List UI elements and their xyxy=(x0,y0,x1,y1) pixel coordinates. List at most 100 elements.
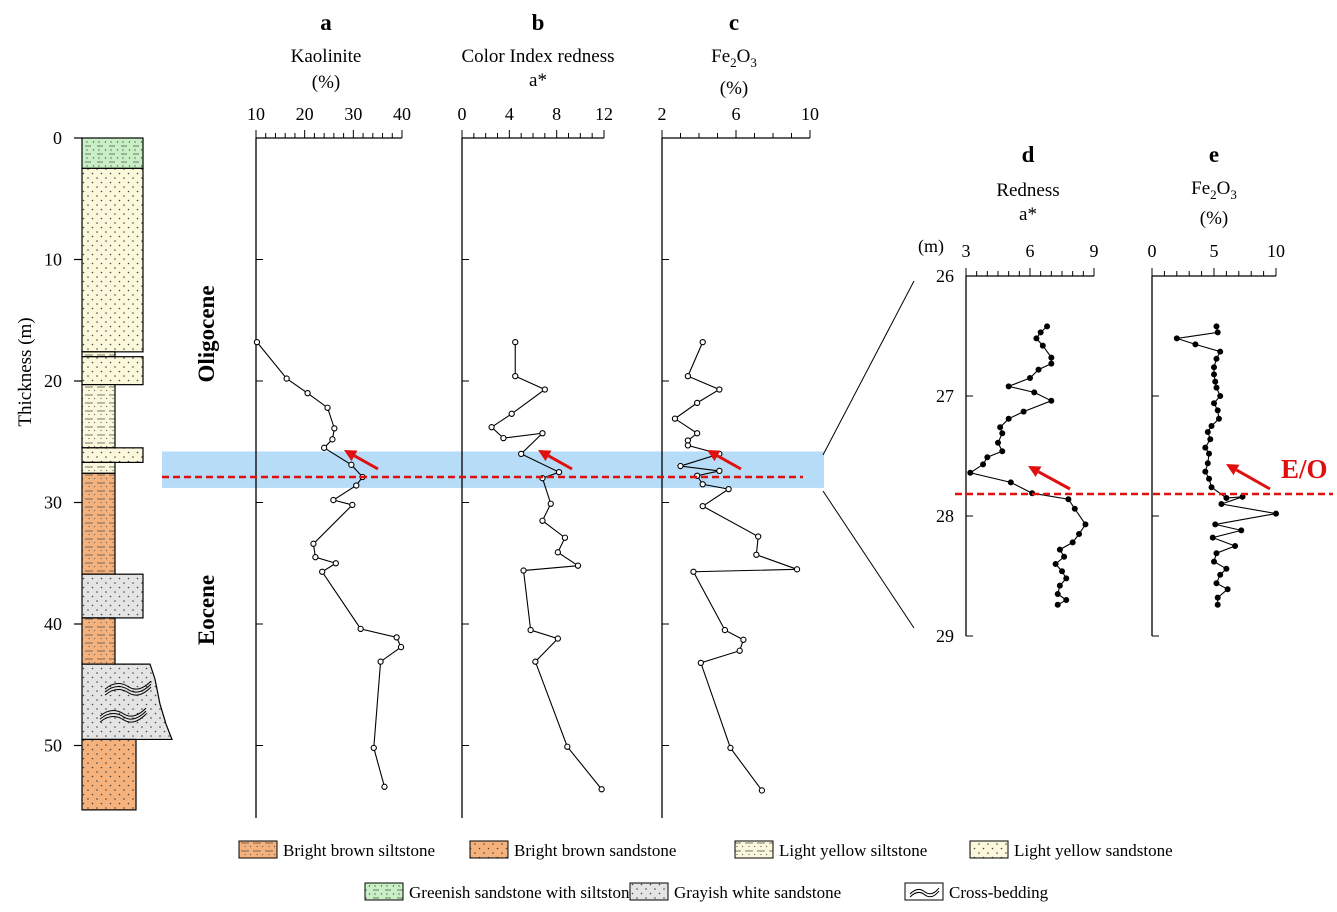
e-point xyxy=(1213,550,1220,557)
zoom-depth-unit: (m) xyxy=(918,236,944,257)
e-point xyxy=(1208,422,1215,429)
lithology-unit-11 xyxy=(81,738,137,811)
d-point xyxy=(1054,591,1061,598)
c-x-tick-label-6: 6 xyxy=(732,104,741,124)
arrow-panel-b xyxy=(538,450,573,471)
b-point xyxy=(547,500,554,507)
c-point xyxy=(677,462,684,470)
legend-swatch-5 xyxy=(629,882,669,901)
e-point xyxy=(1202,444,1209,451)
e-x-tick-label-5: 5 xyxy=(1210,241,1219,261)
boundary-arrows xyxy=(344,450,1271,491)
panel-a-letter: a xyxy=(320,10,332,35)
legend-swatch-0 xyxy=(238,840,278,859)
e-point xyxy=(1206,450,1213,457)
panel-b-unit: a* xyxy=(529,70,547,91)
d-point xyxy=(1048,354,1055,361)
d-point xyxy=(1020,408,1027,415)
highlight-band xyxy=(162,451,824,488)
b-x-tick-label-8: 8 xyxy=(552,104,561,124)
boundary-label: E/O xyxy=(1281,454,1328,484)
zoom-connector-top xyxy=(822,280,915,456)
d-x-tick-label-9: 9 xyxy=(1090,241,1099,261)
c-point xyxy=(697,659,704,667)
panel-d-letter: d xyxy=(1022,142,1035,167)
c-point xyxy=(684,442,692,449)
legend-item-1: Bright brown sandstone xyxy=(469,840,676,860)
lithology-unit-2 xyxy=(81,351,116,358)
d-point xyxy=(1059,568,1066,575)
lithology-unit-0 xyxy=(81,137,144,169)
d-point xyxy=(1056,582,1063,589)
panel-b-letter: b xyxy=(532,10,545,35)
panel-c-variable: Fe2O3 xyxy=(711,46,757,70)
d-point xyxy=(1007,479,1014,486)
a-point xyxy=(357,625,364,633)
a-x-tick-label-40: 40 xyxy=(393,104,411,124)
b-point xyxy=(488,424,495,431)
d-point xyxy=(1033,335,1040,342)
lithology-column xyxy=(81,137,173,811)
a-point xyxy=(348,461,355,468)
arrow-panel-a xyxy=(344,450,379,471)
e-point xyxy=(1223,565,1230,572)
panel-a: 10 20 30 40 xyxy=(247,104,411,818)
b-point xyxy=(520,567,527,574)
legend-item-4: Greenish sandstone with siltstone xyxy=(364,882,637,902)
c-point xyxy=(699,502,706,510)
d-point xyxy=(984,454,991,461)
panel-a-unit: (%) xyxy=(312,72,340,93)
d-point xyxy=(1063,575,1070,582)
e-point xyxy=(1214,601,1221,608)
a-point xyxy=(330,496,337,504)
d-point xyxy=(980,461,987,468)
cross-bedding-symbol-1 xyxy=(99,707,147,723)
legend-item-6: Cross-bedding xyxy=(904,882,1049,902)
c-point xyxy=(736,647,743,654)
panel-e-unit: (%) xyxy=(1200,208,1228,229)
panel-b-variable: Color Index redness xyxy=(461,46,614,67)
c-point xyxy=(699,481,706,488)
lithology-unit-8 xyxy=(81,573,144,619)
depth-tick-label-30: 30 xyxy=(44,493,62,513)
a-x-tick-label-10: 10 xyxy=(247,104,265,124)
legend-swatch-3 xyxy=(969,840,1009,859)
a-point xyxy=(310,540,317,547)
legend-label-6: Cross-bedding xyxy=(949,883,1049,902)
e-point xyxy=(1273,510,1280,517)
d-point xyxy=(1039,342,1046,349)
panel-b: 0 4 8 12 xyxy=(458,104,613,818)
legend-label-3: Light yellow sandstone xyxy=(1014,841,1173,860)
d-point xyxy=(1027,374,1034,381)
b-x-tick-label-4: 4 xyxy=(505,104,514,124)
b-point xyxy=(500,434,507,442)
d-point xyxy=(999,448,1006,455)
d-point xyxy=(1071,505,1078,512)
c-point xyxy=(699,338,706,346)
e-point xyxy=(1211,400,1218,407)
d-y-tick-label-29: 29 xyxy=(936,626,954,646)
panel-a-variable: Kaolinite xyxy=(291,46,362,67)
e-x-tick-label-10: 10 xyxy=(1267,241,1285,261)
b-point xyxy=(564,743,571,750)
d-point xyxy=(1031,389,1038,396)
a-point xyxy=(377,658,384,665)
c-point xyxy=(725,485,732,493)
depth-axis-label: Thickness (m) xyxy=(15,317,36,426)
d-point xyxy=(1048,360,1055,367)
legend-swatch-2 xyxy=(734,840,774,859)
e-point xyxy=(1215,415,1222,422)
b-point xyxy=(518,450,525,458)
a-point xyxy=(319,568,326,575)
arrow-panel-c xyxy=(707,450,742,471)
panel-c-unit: (%) xyxy=(720,78,748,99)
legend-label-5: Grayish white sandstone xyxy=(674,883,841,902)
b-point xyxy=(508,410,515,417)
panel-d-variable: Redness xyxy=(996,180,1059,201)
e-point xyxy=(1209,534,1216,541)
d-point xyxy=(1052,561,1059,568)
d-point xyxy=(1054,601,1061,608)
legend-label-4: Greenish sandstone with siltstone xyxy=(409,883,637,902)
d-x-tick-label-3: 3 xyxy=(962,241,971,261)
